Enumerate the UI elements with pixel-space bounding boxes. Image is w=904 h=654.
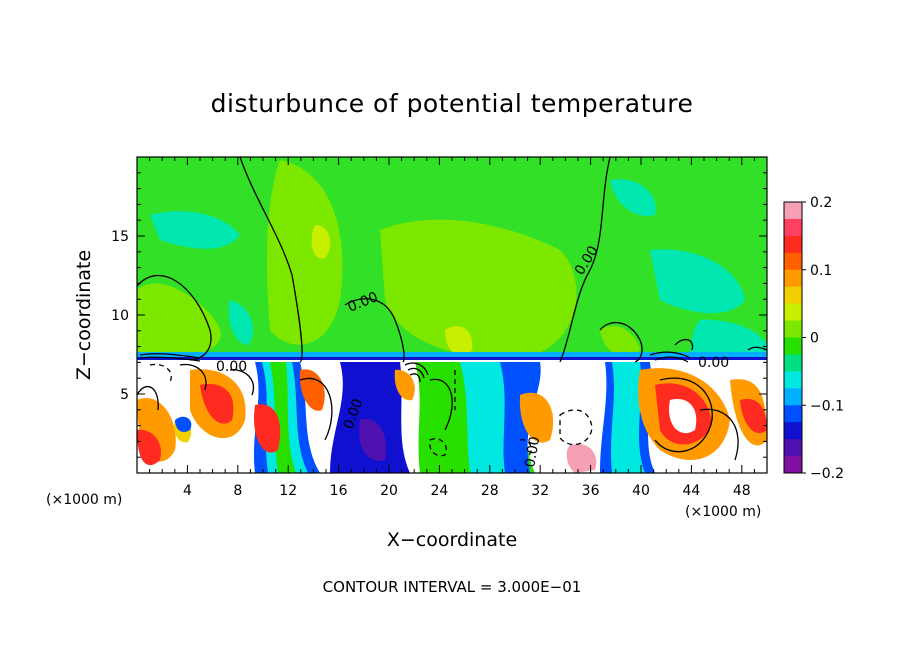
cyan-patch bbox=[228, 300, 254, 345]
contour-label: 0.00 bbox=[698, 355, 729, 371]
temperature-field bbox=[137, 157, 767, 473]
cyan-plume bbox=[460, 362, 515, 473]
colorbar-swatch bbox=[784, 286, 802, 305]
colorbar-swatch bbox=[784, 202, 802, 220]
y-tick-label: 5 bbox=[120, 387, 129, 403]
dashed-contour bbox=[429, 438, 447, 457]
x-tick-label: 44 bbox=[682, 483, 700, 499]
y-tick-label: 10 bbox=[111, 308, 129, 324]
light-green-patch bbox=[267, 160, 343, 345]
light-green-patch bbox=[137, 283, 221, 360]
x-tick-label: 20 bbox=[380, 483, 398, 499]
x-tick-label: 48 bbox=[733, 483, 751, 499]
light-green-patch bbox=[600, 326, 640, 356]
warm-patch bbox=[137, 429, 161, 466]
yellow-patch bbox=[311, 225, 331, 259]
x-tick-label: 24 bbox=[430, 483, 448, 499]
contour-lines bbox=[137, 157, 767, 461]
zero-contour bbox=[559, 157, 611, 363]
y-tick-label: 15 bbox=[111, 229, 129, 245]
light-green-patch bbox=[380, 219, 577, 359]
warm-patch bbox=[254, 404, 281, 453]
x-axis-ticks: 4 8 12 16 20 24 28 32 36 40 44 48 bbox=[149, 157, 755, 499]
cyan-patch bbox=[610, 179, 656, 216]
y-axis-label: Z−coordinate bbox=[73, 250, 95, 380]
zero-contour bbox=[654, 377, 739, 461]
contour-interval-note: CONTOUR INTERVAL = 3.000E−01 bbox=[323, 578, 582, 596]
y-axis-ticks: 5 10 15 bbox=[111, 172, 767, 458]
x-unit-right: (×1000 m) bbox=[685, 504, 761, 520]
colorbar-swatch bbox=[784, 337, 802, 355]
blue-plume bbox=[330, 362, 410, 473]
warm-patch bbox=[740, 399, 767, 434]
colorbar-swatch bbox=[784, 388, 802, 406]
colorbar-tick-label: 0 bbox=[810, 331, 819, 347]
zero-contour bbox=[179, 363, 255, 396]
colorbar-swatch bbox=[784, 456, 802, 474]
dense-contour bbox=[747, 346, 767, 351]
colorbar-tick-label: −0.2 bbox=[810, 466, 844, 482]
cyan-patch bbox=[650, 249, 745, 314]
zero-contour bbox=[137, 274, 212, 361]
zero-contour bbox=[344, 298, 405, 363]
white-core bbox=[669, 399, 697, 434]
x-tick-label: 36 bbox=[582, 483, 600, 499]
warm-patch bbox=[394, 369, 415, 401]
colorbar-swatch bbox=[784, 252, 802, 271]
colorbar-swatch bbox=[784, 422, 802, 440]
zero-contour bbox=[599, 321, 643, 363]
colorbar-swatch bbox=[784, 439, 802, 457]
x-tick-label: 28 bbox=[481, 483, 499, 499]
yellow-patch bbox=[445, 326, 473, 356]
x-tick-label: 12 bbox=[279, 483, 297, 499]
cyan-patch bbox=[690, 319, 767, 360]
pink-patch bbox=[566, 444, 597, 473]
x-tick-label: 8 bbox=[233, 483, 242, 499]
colorbar-swatch bbox=[784, 371, 802, 389]
cyan-plume bbox=[611, 362, 645, 473]
colorbar-ticks: 0.2 0.1 0 −0.1 −0.2 bbox=[802, 195, 844, 482]
colorbar-swatch bbox=[784, 235, 802, 254]
colorbar-swatch bbox=[784, 303, 802, 322]
warm-patch bbox=[299, 369, 325, 411]
x-tick-label: 16 bbox=[330, 483, 348, 499]
colorbar-tick-label: 0.2 bbox=[810, 195, 832, 211]
x-tick-label: 4 bbox=[183, 483, 192, 499]
contour-label: 0.00 bbox=[522, 435, 543, 468]
contour-label: 0.00 bbox=[216, 359, 247, 375]
zero-contour bbox=[137, 377, 453, 441]
warm-patch bbox=[519, 392, 554, 443]
dense-contour bbox=[649, 338, 694, 363]
warm-patch bbox=[200, 384, 234, 424]
inversion-band bbox=[137, 357, 767, 361]
colorbar-swatch bbox=[784, 320, 802, 338]
dashed-contour bbox=[149, 363, 172, 383]
colorbar-swatch bbox=[784, 354, 802, 372]
purple-core bbox=[359, 419, 386, 461]
inversion-band bbox=[137, 352, 767, 360]
cyan-patch bbox=[150, 211, 240, 249]
zero-contour bbox=[239, 157, 303, 363]
dense-contour bbox=[139, 353, 201, 362]
blue-plume bbox=[500, 362, 541, 473]
x-tick-label: 32 bbox=[531, 483, 549, 499]
colorbar-tick-label: 0.1 bbox=[810, 263, 832, 279]
x-tick-label: 40 bbox=[632, 483, 650, 499]
colorbar-swatch bbox=[784, 405, 802, 423]
blue-patch bbox=[175, 416, 192, 432]
x-axis-label: X−coordinate bbox=[387, 529, 517, 551]
colorbar-swatch bbox=[784, 269, 802, 288]
dense-contour bbox=[404, 362, 429, 383]
x-unit-left: (×1000 m) bbox=[46, 492, 122, 508]
colorbar bbox=[784, 202, 802, 474]
colorbar-swatch bbox=[784, 218, 802, 237]
dashed-contour bbox=[454, 370, 532, 457]
chart-title: disturbunce of potential temperature bbox=[211, 89, 694, 118]
colorbar-tick-label: −0.1 bbox=[810, 398, 844, 414]
